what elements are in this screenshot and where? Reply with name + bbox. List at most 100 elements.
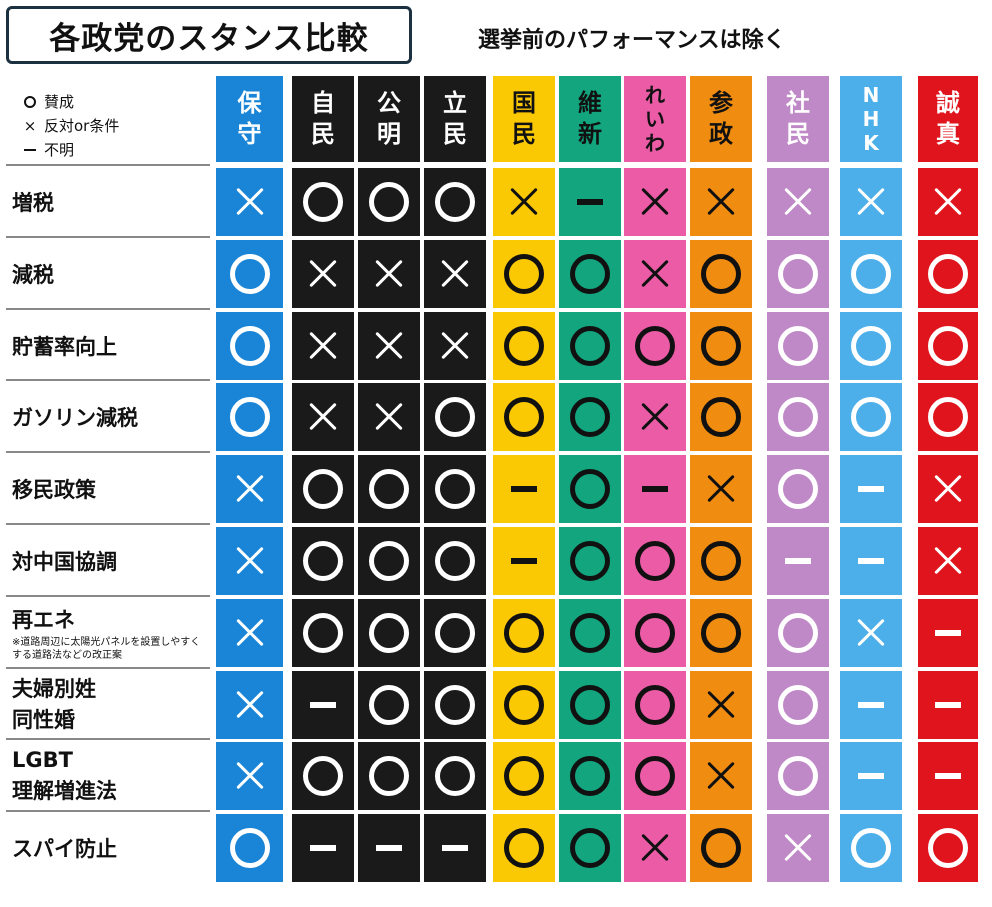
stance-cell <box>358 239 420 308</box>
row-label: 夫婦別姓 同性婚 <box>12 676 96 732</box>
stance-cell <box>493 814 555 883</box>
stance-cell <box>840 527 902 595</box>
legend: 賛成 × 反対or条件 不明 <box>20 90 120 162</box>
stance-cell <box>840 455 902 524</box>
stance-cell <box>493 598 555 667</box>
circle-icon <box>635 612 675 653</box>
dash-icon <box>858 773 884 780</box>
circle-icon <box>504 253 544 294</box>
party-header: れいわ <box>624 76 686 162</box>
stance-cell <box>624 742 686 811</box>
stance-cell <box>918 168 978 236</box>
circle-icon <box>635 541 675 581</box>
stance-cell <box>292 742 354 811</box>
stance-cell <box>767 814 829 883</box>
cross-icon <box>933 546 963 576</box>
stance-cell <box>358 598 420 667</box>
stance-cell <box>424 527 486 595</box>
chart-subtitle: 選挙前のパフォーマンスは除く <box>478 28 786 53</box>
circle-icon <box>570 684 610 725</box>
row-separator <box>6 810 210 813</box>
cross-icon <box>235 618 265 648</box>
stance-cell <box>624 814 686 883</box>
circle-icon <box>851 253 891 294</box>
stance-cell <box>292 239 354 308</box>
party-header: 社民 <box>767 76 829 162</box>
stance-cell <box>216 311 283 380</box>
circle-icon <box>504 756 544 797</box>
stance-cell <box>767 455 829 524</box>
stance-cell <box>216 168 283 236</box>
stance-cell <box>624 670 686 739</box>
stance-cell <box>767 527 829 595</box>
party-column: 公明 <box>358 76 420 896</box>
circle-icon <box>570 469 610 510</box>
stance-cell <box>424 598 486 667</box>
legend-label: 反対or条件 <box>44 117 120 135</box>
stance-cell <box>690 814 752 883</box>
cross-icon <box>856 187 886 217</box>
circle-icon <box>229 397 270 438</box>
circle-icon <box>229 325 270 366</box>
circle-icon <box>303 612 343 653</box>
circle-icon <box>504 612 544 653</box>
chart-title: 各政党のスタンス比較 <box>6 6 412 64</box>
stance-cell <box>493 168 555 236</box>
stance-cell <box>559 814 621 883</box>
stance-cell <box>690 168 752 236</box>
stance-cell <box>690 742 752 811</box>
cross-icon <box>235 690 265 720</box>
circle-icon <box>851 325 891 366</box>
circle-icon <box>435 756 475 797</box>
dash-icon <box>310 701 336 708</box>
cross-icon <box>440 331 470 361</box>
dash-icon <box>442 845 468 852</box>
circle-icon <box>369 756 409 797</box>
stance-cell <box>424 814 486 883</box>
cross-icon <box>640 259 670 289</box>
cross-icon <box>706 187 736 217</box>
stance-cell <box>559 527 621 595</box>
stance-cell <box>918 598 978 667</box>
stance-cell <box>559 670 621 739</box>
dash-icon <box>642 486 668 493</box>
circle-icon <box>778 756 818 797</box>
stance-cell <box>358 168 420 236</box>
circle-icon <box>504 684 544 725</box>
stance-cell <box>493 527 555 595</box>
party-header: 保守 <box>216 76 283 162</box>
stance-cell <box>292 814 354 883</box>
circle-icon <box>851 397 891 438</box>
row-separator <box>6 594 210 597</box>
cross-icon <box>933 474 963 504</box>
circle-icon <box>303 469 343 510</box>
stance-cell <box>216 670 283 739</box>
stance-cell <box>690 527 752 595</box>
circle-icon <box>369 469 409 510</box>
stance-cell <box>292 670 354 739</box>
circle-icon <box>928 325 968 366</box>
cross-icon <box>235 546 265 576</box>
stance-cell <box>559 239 621 308</box>
cross-icon <box>783 833 813 863</box>
circle-icon <box>229 253 270 294</box>
stance-cell <box>918 383 978 452</box>
stance-cell <box>424 168 486 236</box>
stance-cell <box>424 742 486 811</box>
circle-icon <box>504 828 544 869</box>
stance-cell <box>690 383 752 452</box>
circle-icon <box>778 684 818 725</box>
party-column: 維新 <box>559 76 621 896</box>
party-column: 国民 <box>493 76 555 896</box>
circle-icon <box>928 828 968 869</box>
cross-icon <box>640 402 670 432</box>
stance-cell <box>918 670 978 739</box>
circle-icon <box>701 325 741 366</box>
circle-icon <box>778 469 818 510</box>
circle-icon <box>369 182 409 222</box>
stance-cell <box>690 239 752 308</box>
stance-cell <box>624 455 686 524</box>
circle-icon <box>701 612 741 653</box>
cross-icon <box>640 187 670 217</box>
circle-icon <box>369 541 409 581</box>
